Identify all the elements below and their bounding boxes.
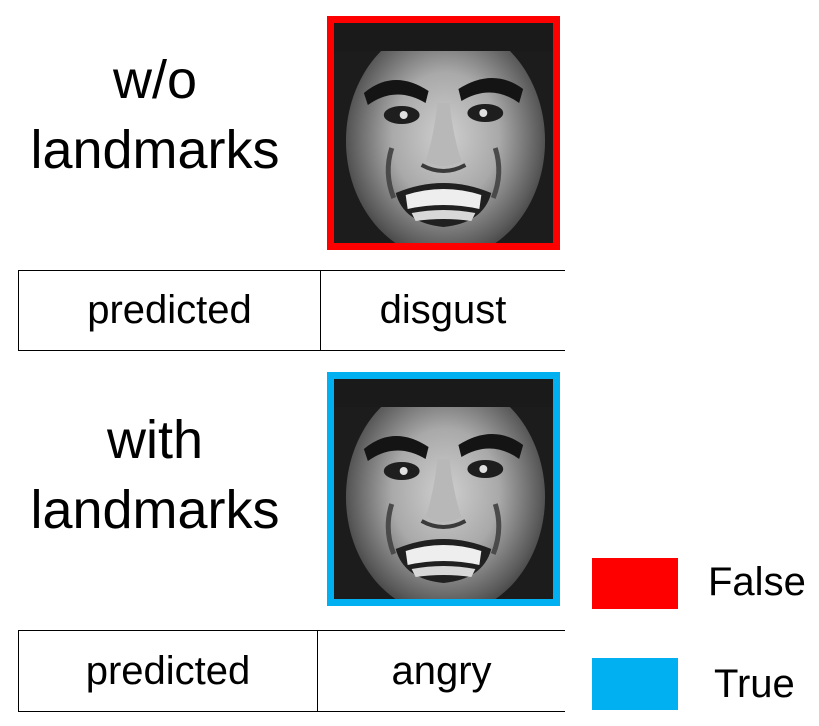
row-label-without-landmarks: w/o landmarks (5, 45, 305, 185)
face-photo-icon (334, 23, 553, 243)
predicted-key-cell: predicted (19, 271, 321, 350)
row-label-line1: with (106, 410, 204, 470)
face-photo-icon (334, 379, 553, 599)
legend-false-label: False (708, 560, 806, 604)
predicted-value-cell: disgust (379, 288, 507, 332)
predicted-value-cell: angry (391, 648, 492, 693)
legend-false-swatch (592, 558, 678, 609)
face-image-without-landmarks (327, 16, 560, 250)
face-image-with-landmarks (327, 372, 560, 606)
row-label-line2: landmarks (30, 120, 280, 180)
row-label-with-landmarks: with landmarks (5, 405, 305, 545)
predicted-key-cell: predicted (19, 631, 318, 711)
row-label-line2: landmarks (30, 480, 280, 540)
row-label-line1: w/o (112, 50, 198, 110)
prediction-table-with-landmarks: predicted angry (18, 630, 565, 712)
legend-true-swatch (592, 658, 678, 710)
prediction-table-without-landmarks: predicted disgust (18, 270, 565, 351)
legend-true-label: True (714, 662, 795, 706)
